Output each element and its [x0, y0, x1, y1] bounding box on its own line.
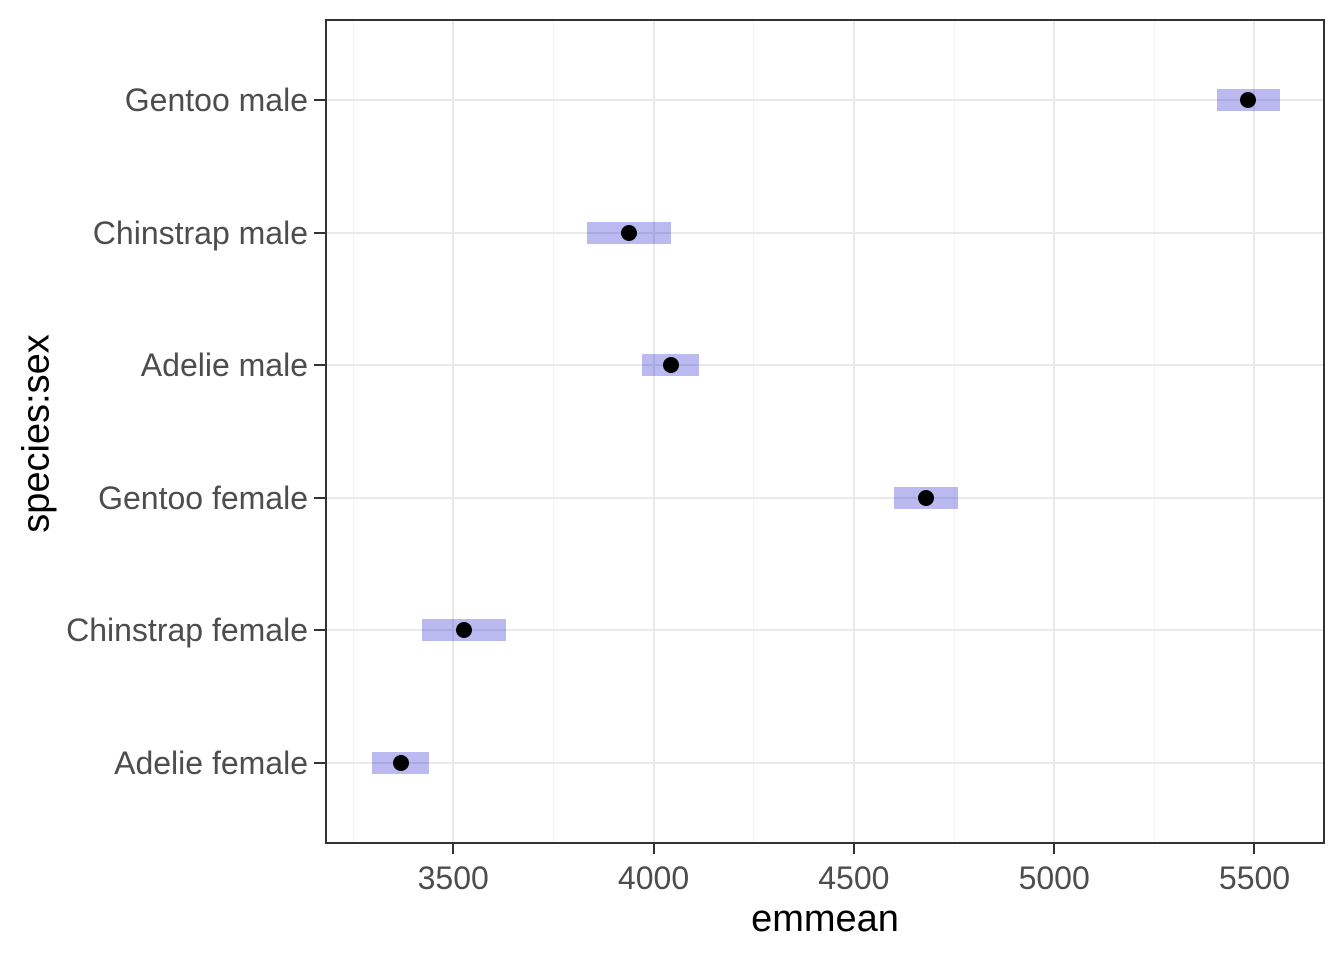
y-axis-category-label: Chinstrap female [66, 612, 308, 649]
x-axis-tick-mark [652, 843, 655, 854]
y-axis-tick-mark [314, 629, 325, 632]
emmean-point [662, 357, 679, 374]
y-axis-tick-mark [314, 761, 325, 764]
emmean-point [392, 754, 409, 771]
y-axis-category-label: Adelie female [114, 744, 308, 781]
x-axis-tick-label: 5000 [1018, 860, 1090, 896]
major-gridline-vertical [1253, 21, 1256, 842]
major-gridline-vertical [652, 21, 655, 842]
emmean-point [456, 622, 473, 639]
y-axis-tick-mark [314, 364, 325, 367]
x-axis-tick-mark [1053, 843, 1056, 854]
emmean-point [1240, 92, 1257, 109]
y-axis-category-label: Adelie male [140, 347, 308, 384]
y-axis-tick-mark [314, 99, 325, 102]
major-gridline-horizontal [327, 364, 1323, 367]
major-gridline-horizontal [327, 629, 1323, 632]
minor-gridline-vertical [953, 21, 955, 842]
minor-gridline-vertical [352, 21, 354, 842]
major-gridline-vertical [852, 21, 855, 842]
minor-gridline-vertical [552, 21, 554, 842]
y-axis-tick-mark [314, 231, 325, 234]
x-axis-tick-label: 4000 [617, 860, 690, 896]
major-gridline-horizontal [327, 231, 1323, 234]
x-axis-tick-mark [852, 843, 855, 854]
x-axis-title: emmean [751, 898, 899, 940]
emmean-point [621, 224, 638, 241]
major-gridline-vertical [1053, 21, 1056, 842]
minor-gridline-vertical [753, 21, 755, 842]
panel-border [325, 19, 1325, 844]
major-gridline-vertical [452, 21, 455, 842]
y-axis-category-label: Chinstrap male [92, 214, 308, 251]
major-gridline-horizontal [327, 99, 1323, 102]
major-gridline-horizontal [327, 496, 1323, 499]
y-axis-category-label: Gentoo male [124, 82, 308, 119]
y-axis-tick-mark [314, 496, 325, 499]
x-axis-tick-label: 4500 [818, 860, 890, 896]
y-axis-category-label: Gentoo female [98, 479, 308, 516]
emmean-point [917, 489, 934, 506]
major-gridline-horizontal [327, 761, 1323, 764]
x-axis-tick-label: 3500 [417, 860, 489, 896]
x-axis-tick-mark [1253, 843, 1256, 854]
x-axis-tick-label: 5500 [1218, 860, 1291, 896]
x-axis-tick-mark [452, 843, 455, 854]
minor-gridline-vertical [1153, 21, 1155, 842]
y-axis-title: species:sex [15, 334, 58, 533]
